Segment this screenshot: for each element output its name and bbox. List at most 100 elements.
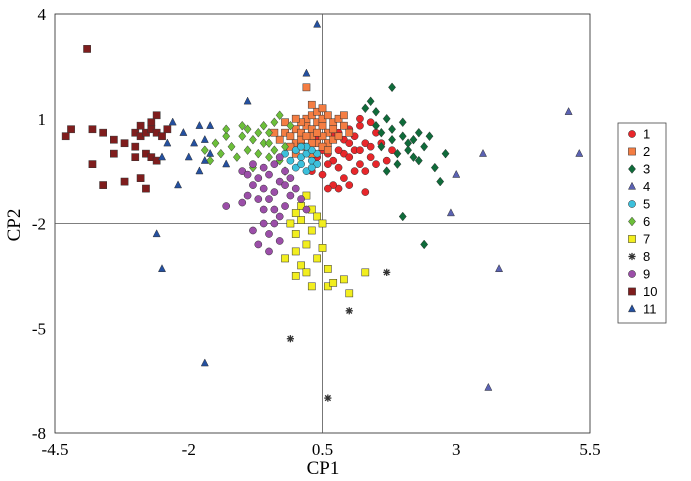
data-point (88, 125, 97, 134)
data-point (318, 121, 327, 130)
data-point (377, 141, 386, 152)
data-point (270, 160, 279, 168)
data-point (152, 156, 161, 165)
data-point (275, 212, 284, 221)
data-point (61, 132, 70, 141)
data-point (356, 160, 364, 168)
data-point (388, 146, 396, 155)
series-7 (281, 191, 370, 298)
data-point (366, 153, 375, 162)
data-point (275, 237, 284, 245)
data-point (200, 134, 209, 143)
data-point (404, 145, 413, 155)
legend-marker (628, 200, 636, 208)
data-point (200, 155, 209, 164)
data-point (275, 153, 284, 162)
legend-item-4: 4 (627, 179, 650, 194)
data-point (564, 107, 573, 115)
data-point (425, 131, 434, 142)
data-point (446, 208, 455, 217)
data-point (324, 265, 332, 273)
data-point (409, 134, 418, 145)
data-point (265, 152, 273, 162)
data-point (243, 191, 252, 200)
data-point (393, 148, 402, 159)
legend-label: 1 (643, 127, 650, 142)
data-points (61, 19, 584, 402)
data-point (452, 169, 461, 178)
data-point (302, 205, 311, 214)
data-point (291, 230, 300, 238)
data-point (249, 226, 257, 235)
data-point (356, 121, 364, 130)
data-point (302, 240, 311, 249)
data-point (307, 100, 316, 109)
data-point (211, 138, 220, 148)
data-point (142, 184, 150, 193)
data-point (275, 135, 284, 144)
data-point (200, 358, 209, 367)
data-point (297, 142, 305, 151)
data-point (324, 160, 332, 168)
legend-item-7: 7 (628, 232, 650, 247)
data-point (350, 167, 359, 175)
data-point (366, 96, 375, 107)
data-point (254, 174, 263, 182)
data-point (281, 167, 289, 175)
data-point (206, 148, 215, 157)
data-point (291, 247, 300, 256)
data-point (372, 160, 380, 168)
data-point (238, 120, 247, 131)
data-point (232, 152, 241, 162)
legend: 1 2 3 4 5 6 7 8 9 10 11 (617, 122, 667, 324)
data-point (265, 170, 273, 179)
data-point (324, 394, 332, 402)
data-point (163, 125, 172, 134)
data-point (157, 152, 167, 161)
legend-marker (628, 252, 636, 261)
data-point (243, 96, 252, 105)
data-point (345, 128, 354, 137)
legend-marker (628, 235, 636, 243)
data-point (297, 195, 305, 203)
data-point (281, 181, 289, 189)
data-point (152, 229, 161, 238)
data-point (281, 254, 289, 263)
legend-item-10: 10 (628, 284, 657, 299)
data-point (131, 142, 140, 151)
x-axis-title: CP1 (307, 458, 340, 479)
data-point (270, 205, 279, 214)
data-point (184, 152, 193, 161)
data-point (372, 106, 380, 117)
x-tick-label: -4.5 (42, 440, 69, 459)
data-point (340, 149, 348, 158)
data-point (297, 261, 305, 270)
data-point (270, 188, 279, 196)
data-point (383, 268, 391, 276)
legend-marker (628, 130, 636, 138)
legend-item-3: 3 (628, 162, 650, 177)
data-point (318, 104, 327, 113)
data-point (372, 120, 380, 131)
data-point (398, 117, 407, 128)
data-point (270, 219, 279, 228)
data-point (249, 181, 257, 189)
data-point (441, 148, 450, 159)
legend-marker (628, 147, 636, 156)
data-point (83, 45, 91, 53)
data-point (361, 167, 370, 175)
data-point (270, 145, 279, 155)
data-point (286, 132, 295, 141)
data-point (222, 202, 231, 210)
data-point (238, 131, 247, 142)
legend-label: 8 (643, 249, 650, 264)
series-8 (286, 268, 391, 402)
data-point (409, 152, 418, 162)
data-point (313, 128, 321, 137)
data-point (302, 68, 311, 77)
data-point (297, 160, 305, 168)
data-point (297, 216, 305, 224)
data-point (291, 114, 300, 123)
data-point (259, 205, 268, 214)
data-point (340, 111, 348, 120)
